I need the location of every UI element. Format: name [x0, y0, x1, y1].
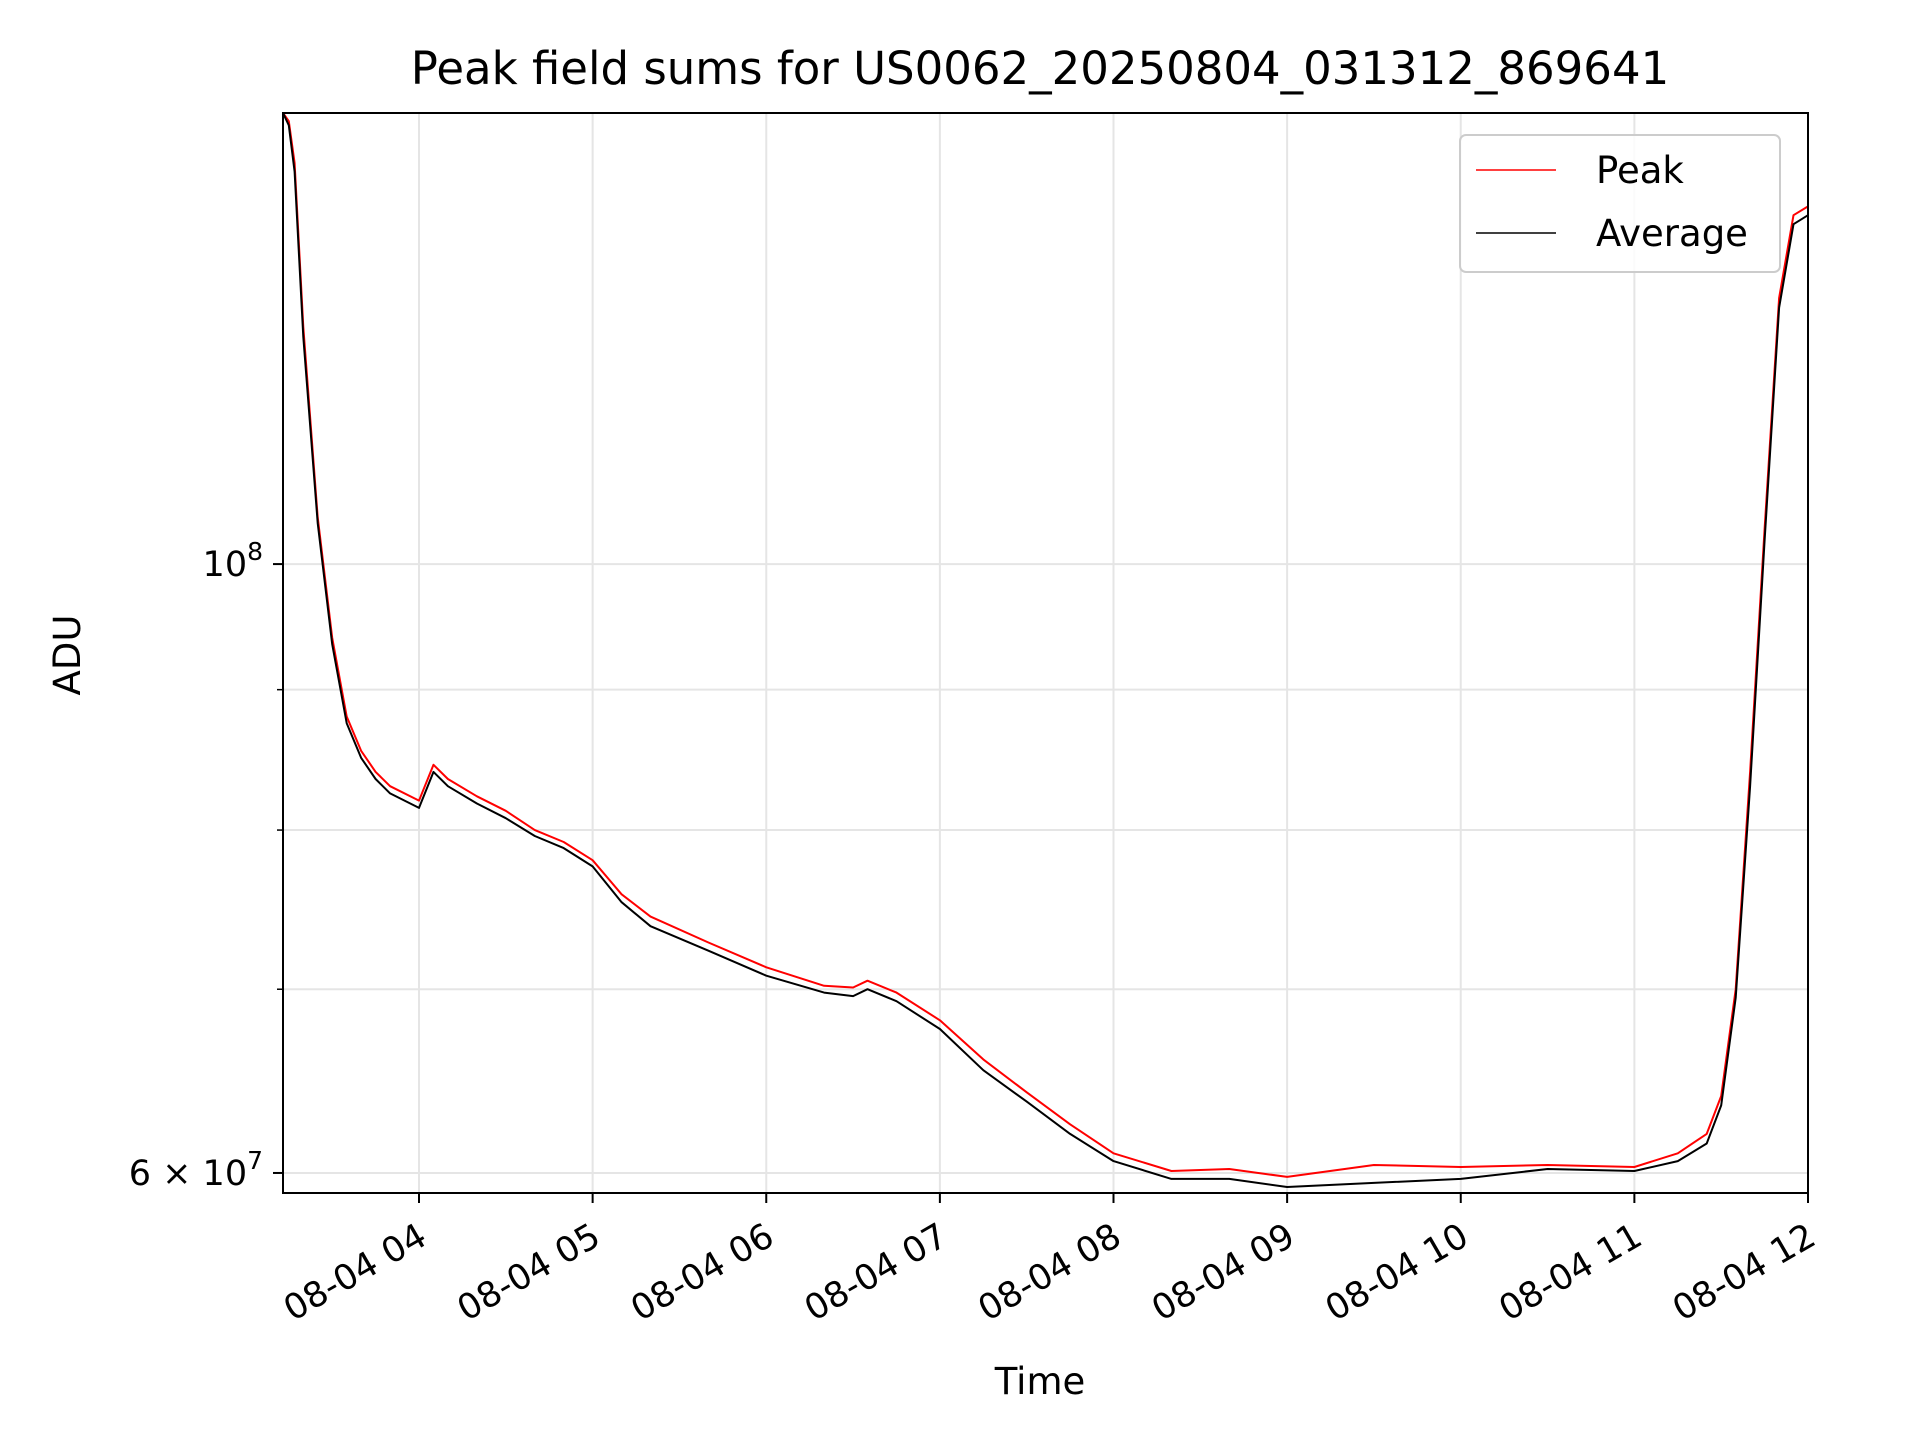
y-tick-label: 108 — [203, 537, 263, 585]
series-layer — [282, 112, 1809, 1188]
plot-frame — [282, 112, 1809, 1194]
legend-label-peak: Peak — [1596, 149, 1684, 192]
chart-title: Peak field sums for US0062_20250804_0313… — [411, 42, 1669, 95]
series-line-average — [282, 112, 1809, 1188]
legend: Peak Average — [1459, 134, 1781, 273]
y-tick-label: 6 × 107 — [129, 1146, 263, 1194]
y-tick-label-exponent: 7 — [247, 1146, 263, 1175]
y-tick-label-base: 10 — [203, 545, 248, 585]
x-axis-label: Time — [994, 1360, 1086, 1403]
y-tick-label-base: 6 × 10 — [129, 1154, 247, 1194]
y-tick-label-exponent: 8 — [247, 537, 263, 566]
grid — [283, 113, 1808, 1193]
legend-label-average: Average — [1596, 212, 1748, 255]
series-line-peak — [282, 112, 1809, 1178]
y-axis-label: ADU — [46, 615, 89, 696]
